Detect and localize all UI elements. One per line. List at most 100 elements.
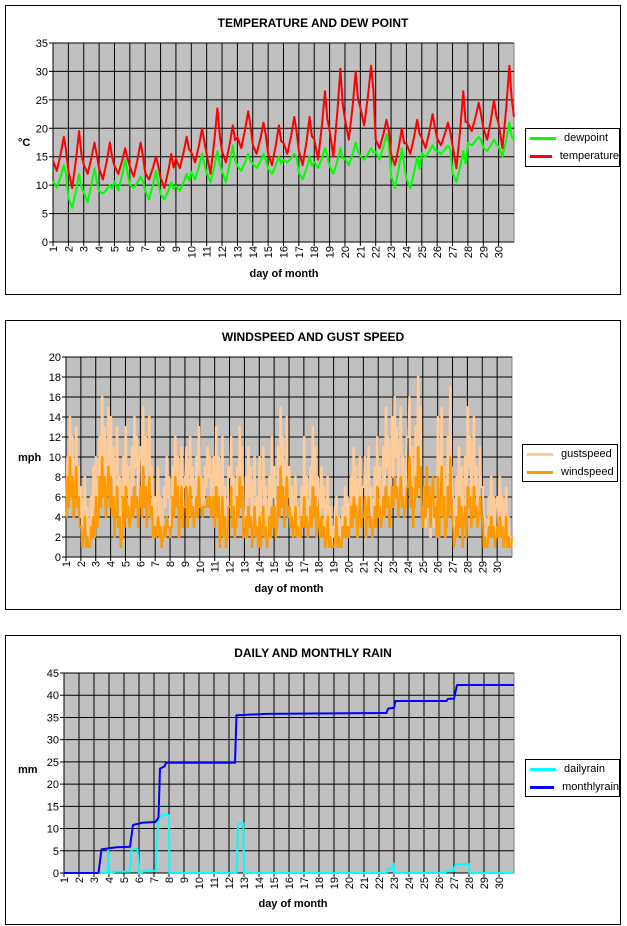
y-tick-label: 20: [36, 123, 48, 135]
x-tick-label: 18: [314, 561, 326, 573]
x-tick-label: 5: [119, 877, 131, 883]
y-tick-label: 15: [47, 801, 59, 813]
y-tick-label: 8: [55, 472, 61, 484]
y-tick-label: 2: [55, 532, 61, 544]
x-tick-label: 24: [404, 877, 416, 889]
x-tick-label: 3: [89, 877, 101, 883]
x-tick-label: 12: [217, 246, 229, 258]
legend-item-windspeed: windspeed: [523, 463, 617, 481]
x-tick-label: 15: [263, 246, 275, 258]
legend-label: gustspeed: [561, 448, 612, 460]
chart-title: WINDSPEED AND GUST SPEED: [221, 330, 405, 344]
x-tick-label: 19: [329, 561, 341, 573]
y-tick-label: 45: [47, 668, 59, 680]
x-tick-label: 17: [294, 246, 306, 258]
x-tick-label: 10: [194, 877, 206, 889]
x-tick-label: 27: [448, 246, 460, 258]
y-tick-label: 0: [53, 868, 59, 880]
x-tick-label: 11: [209, 877, 221, 888]
y-tick-label: 16: [49, 392, 61, 404]
x-axis-label: day of month: [254, 583, 324, 595]
x-tick-label: 30: [492, 561, 504, 573]
legend-swatch: [530, 767, 556, 771]
x-tick-label: 5: [109, 246, 121, 252]
x-tick-label: 11: [202, 246, 214, 257]
x-tick-label: 2: [63, 246, 75, 252]
legend-label: dailyrain: [564, 763, 605, 775]
x-tick-label: 22: [374, 877, 386, 889]
x-tick-label: 27: [449, 877, 461, 889]
x-tick-label: 26: [434, 877, 446, 889]
y-tick-label: 10: [36, 180, 48, 192]
x-tick-label: 30: [494, 246, 506, 258]
x-tick-label: 18: [314, 877, 326, 889]
x-tick-label: 13: [239, 877, 251, 889]
x-tick-label: 8: [165, 561, 177, 567]
x-tick-label: 23: [388, 561, 400, 573]
x-tick-label: 17: [299, 877, 311, 889]
x-tick-label: 2: [76, 561, 88, 567]
y-tick-label: 4: [55, 512, 61, 524]
x-tick-label: 1: [48, 246, 60, 252]
x-tick-label: 29: [477, 561, 489, 573]
x-tick-label: 30: [494, 877, 506, 889]
x-tick-label: 9: [180, 561, 192, 567]
x-tick-label: 17: [299, 561, 311, 573]
y-tick-label: 10: [47, 824, 59, 836]
x-tick-label: 21: [355, 246, 367, 258]
y-tick-label: 30: [36, 66, 48, 78]
y-tick-label: 30: [47, 735, 59, 747]
y-tick-label: 10: [49, 452, 61, 464]
x-tick-label: 14: [254, 561, 266, 573]
x-tick-label: 16: [279, 246, 291, 258]
x-tick-label: 25: [417, 246, 429, 258]
series-line-dewpoint: [52, 121, 515, 209]
y-axis-label: °C: [18, 137, 31, 149]
x-tick-label: 2: [74, 877, 86, 883]
x-tick-label: 7: [150, 561, 162, 567]
series-line-windspeed: [65, 446, 513, 548]
x-tick-label: 19: [329, 877, 341, 889]
legend-swatch: [530, 785, 555, 789]
x-tick-label: 20: [340, 246, 352, 258]
y-tick-label: 35: [47, 712, 59, 724]
x-tick-label: 6: [135, 561, 147, 567]
legend-swatch: [527, 470, 553, 474]
legend-item-temperature: temperature: [526, 147, 619, 165]
y-tick-label: 14: [49, 412, 61, 424]
x-tick-label: 1: [59, 877, 71, 883]
x-tick-label: 28: [462, 561, 474, 573]
legend-item-monthlyrain: monthlyrain: [526, 778, 619, 796]
legend-item-dailyrain: dailyrain: [526, 760, 619, 778]
x-tick-label: 11: [210, 561, 222, 572]
y-tick-label: 25: [47, 757, 59, 769]
x-tick-label: 16: [284, 877, 296, 889]
legend-swatch: [527, 452, 553, 456]
x-tick-label: 23: [386, 246, 398, 258]
y-tick-label: 0: [55, 552, 61, 564]
rain-chart-panel: DAILY AND MONTHLY RAIN mm day of month 0…: [5, 635, 621, 925]
legend: gustspeed windspeed: [522, 444, 618, 482]
x-tick-label: 19: [325, 246, 337, 258]
y-axis-label: mph: [18, 452, 42, 464]
x-tick-label: 27: [448, 561, 460, 573]
chart-title: TEMPERATURE AND DEW POINT: [217, 16, 409, 30]
legend-swatch: [530, 154, 552, 158]
y-tick-label: 25: [36, 95, 48, 107]
x-tick-label: 14: [248, 246, 260, 258]
x-tick-label: 3: [91, 561, 103, 567]
x-tick-label: 6: [125, 246, 137, 252]
x-tick-label: 25: [419, 877, 431, 889]
x-tick-label: 21: [359, 877, 371, 889]
legend-label: monthlyrain: [562, 781, 619, 793]
x-tick-label: 18: [309, 246, 321, 258]
y-tick-label: 40: [47, 690, 59, 702]
x-tick-label: 22: [371, 246, 383, 258]
series-line-dailyrain: [64, 813, 514, 874]
y-tick-label: 35: [36, 38, 48, 50]
x-tick-label: 26: [433, 561, 445, 573]
x-tick-label: 5: [120, 561, 132, 567]
chart-title: DAILY AND MONTHLY RAIN: [234, 646, 392, 660]
